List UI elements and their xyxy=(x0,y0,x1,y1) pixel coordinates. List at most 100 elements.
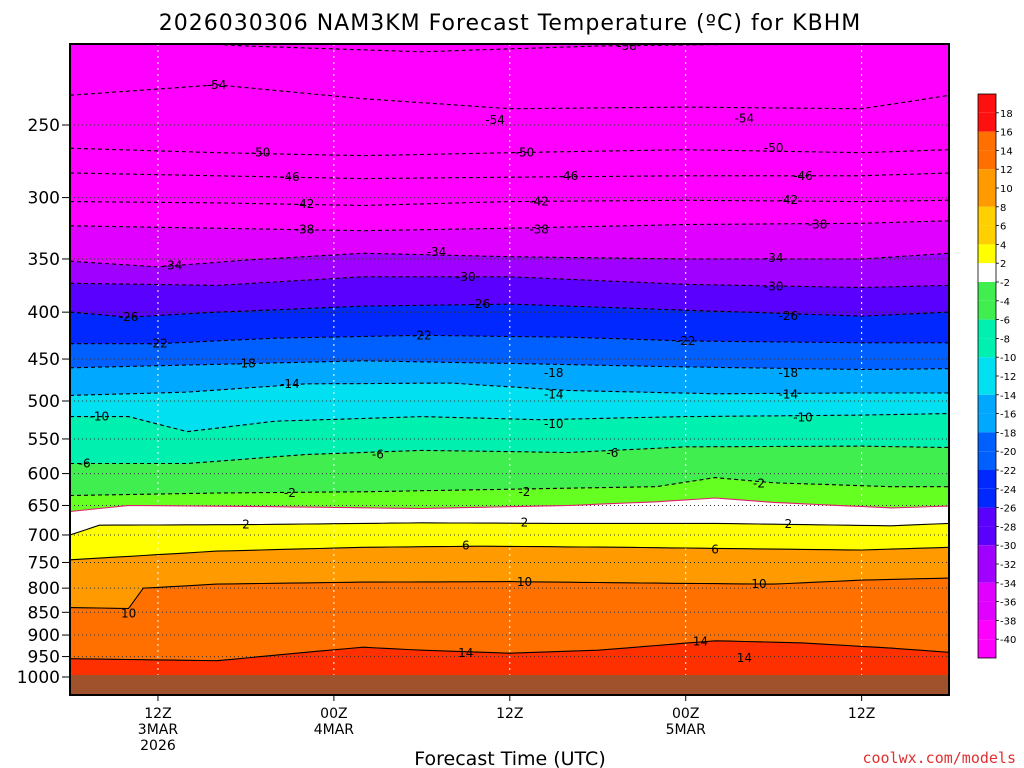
colorbar-swatch xyxy=(978,601,996,621)
colorbar-swatch xyxy=(978,413,996,433)
isotherm-label: -34 xyxy=(764,251,784,265)
colorbar-label: -2 xyxy=(1000,278,1010,289)
y-tick-label: 500 xyxy=(28,392,60,412)
temperature-band xyxy=(70,44,949,109)
y-tick-label: 450 xyxy=(28,350,60,370)
isotherm-label: -18 xyxy=(236,356,256,370)
isotherm-label: 10 xyxy=(751,577,766,591)
isotherm-label: -18 xyxy=(779,366,799,380)
colorbar-label: 10 xyxy=(1000,184,1013,195)
temperature-band xyxy=(70,546,949,609)
isotherm-label: -46 xyxy=(280,170,300,184)
isotherm-label: -30 xyxy=(764,279,784,293)
credit-text: coolwx.com/models xyxy=(862,749,1016,767)
isotherm-label: -34 xyxy=(427,245,447,259)
colorbar-swatch xyxy=(978,357,996,376)
isotherm-line xyxy=(70,412,949,433)
colorbar-swatch xyxy=(978,582,996,602)
isotherm-line xyxy=(70,497,949,513)
isotherm-label: -14 xyxy=(280,377,300,391)
isotherm-label: -10 xyxy=(544,417,564,431)
colorbar-label: -14 xyxy=(1000,391,1016,402)
colorbar-label: -26 xyxy=(1000,504,1016,515)
temperature-band xyxy=(70,304,949,344)
colorbar-label: -6 xyxy=(1000,316,1010,327)
x-tick-label: 3MAR xyxy=(138,722,179,738)
colorbar-label: 8 xyxy=(1000,203,1006,214)
colorbar-swatch xyxy=(978,300,996,320)
isotherm-label: -22 xyxy=(148,337,168,351)
isotherm-line xyxy=(70,640,949,662)
isotherm-label: -6 xyxy=(606,446,618,460)
colorbar-label: -34 xyxy=(1000,579,1016,590)
isotherm-label: -10 xyxy=(90,410,110,424)
colorbar-label: -36 xyxy=(1000,598,1016,609)
colorbar-swatch xyxy=(978,488,996,508)
y-tick-label: 900 xyxy=(28,626,60,646)
colorbar-label: -32 xyxy=(1000,560,1016,571)
isotherm-label: -58 xyxy=(617,39,637,53)
colorbar-label: -30 xyxy=(1000,541,1016,552)
y-tick-label: 550 xyxy=(28,430,60,450)
colorbar-label: -4 xyxy=(1000,297,1010,308)
colorbar-swatch xyxy=(978,131,996,151)
temperature-band xyxy=(70,84,949,156)
temperature-band xyxy=(70,200,949,231)
colorbar-swatch xyxy=(978,169,996,188)
colorbar-swatch xyxy=(978,112,996,132)
y-tick-label: 700 xyxy=(28,526,60,546)
isotherm-label: -22 xyxy=(676,334,696,348)
isotherm-label: 14 xyxy=(737,651,752,665)
colorbar-label: 6 xyxy=(1000,222,1006,233)
colorbar-label: -28 xyxy=(1000,522,1016,533)
isotherm-label: -34 xyxy=(163,259,183,273)
y-tick-label: 950 xyxy=(28,648,60,668)
colorbar-swatch xyxy=(978,564,996,583)
isotherm-label: -6 xyxy=(79,457,91,471)
isotherm-line xyxy=(70,577,949,610)
chart-title: 2026030306 NAM3KM Forecast Temperature (… xyxy=(159,11,861,36)
temperature-band xyxy=(70,253,949,288)
temperature-band xyxy=(70,360,949,396)
temperature-band xyxy=(70,578,949,661)
isotherm-label: -50 xyxy=(764,141,784,155)
temperature-band xyxy=(70,148,949,179)
y-tick-label: 300 xyxy=(28,189,60,209)
isotherm-label: -38 xyxy=(295,222,315,236)
colorbar-label: 18 xyxy=(1000,109,1013,120)
isotherm-label: -50 xyxy=(251,146,271,160)
colorbar-label: -24 xyxy=(1000,485,1016,496)
colorbar-label: -20 xyxy=(1000,447,1016,458)
x-tick-label: 12Z xyxy=(144,706,171,722)
isotherm-label: -42 xyxy=(295,197,315,211)
colorbar-swatch xyxy=(978,507,996,527)
y-tick-label: 600 xyxy=(28,465,60,485)
x-tick-label: 2026 xyxy=(140,738,176,754)
isotherm-label: -22 xyxy=(412,328,432,342)
colorbar-label: -18 xyxy=(1000,428,1016,439)
temperature-band xyxy=(70,383,949,432)
y-tick-label: 800 xyxy=(28,579,60,599)
colorbar-swatch xyxy=(978,394,996,414)
isotherm-label: 14 xyxy=(458,646,473,660)
colorbar-label: -8 xyxy=(1000,334,1010,345)
temperature-band xyxy=(70,335,949,370)
colorbar-swatch xyxy=(978,94,996,113)
colorbar-swatch xyxy=(978,376,996,395)
x-tick-label: 00Z xyxy=(672,706,699,722)
y-tick-label: 350 xyxy=(28,250,60,270)
isotherm-label: -2 xyxy=(753,476,765,490)
isotherm-label: 14 xyxy=(693,635,708,649)
x-tick-label: 4MAR xyxy=(314,722,355,738)
isotherm-label: -10 xyxy=(793,410,813,424)
y-tick-label: 400 xyxy=(28,303,60,323)
isotherm-line xyxy=(70,522,949,536)
colorbar-swatch xyxy=(978,244,996,264)
isotherm-label: -2 xyxy=(518,485,530,499)
isotherm-label: -26 xyxy=(119,310,139,324)
isotherm-label: 6 xyxy=(462,539,470,553)
colorbar-label: 14 xyxy=(1000,146,1013,157)
colorbar-label: -38 xyxy=(1000,616,1016,627)
colorbar-label: 12 xyxy=(1000,165,1013,176)
colorbar-swatch xyxy=(978,150,996,170)
